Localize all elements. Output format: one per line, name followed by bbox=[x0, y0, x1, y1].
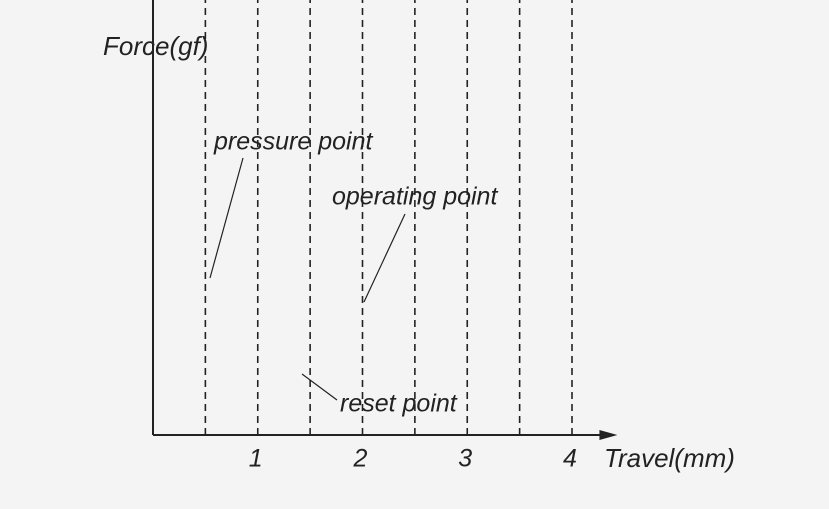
x-tick-label: 2 bbox=[353, 445, 368, 473]
annotation: operating point bbox=[332, 183, 498, 211]
annotation: pressure point bbox=[213, 128, 373, 156]
annotation-leader bbox=[209, 157, 244, 279]
x-tick-label: 3 bbox=[458, 445, 472, 473]
annotation-leader bbox=[301, 373, 338, 401]
annotation: reset point bbox=[340, 390, 458, 418]
x-axis-label: Travel(mm) bbox=[604, 443, 735, 473]
y-axis-label: Force(gf) bbox=[103, 31, 208, 61]
x-tick-label: 1 bbox=[249, 445, 263, 473]
annotation-leader bbox=[363, 213, 406, 303]
x-tick-label: 4 bbox=[563, 445, 577, 473]
x-axis-arrow bbox=[599, 430, 618, 440]
